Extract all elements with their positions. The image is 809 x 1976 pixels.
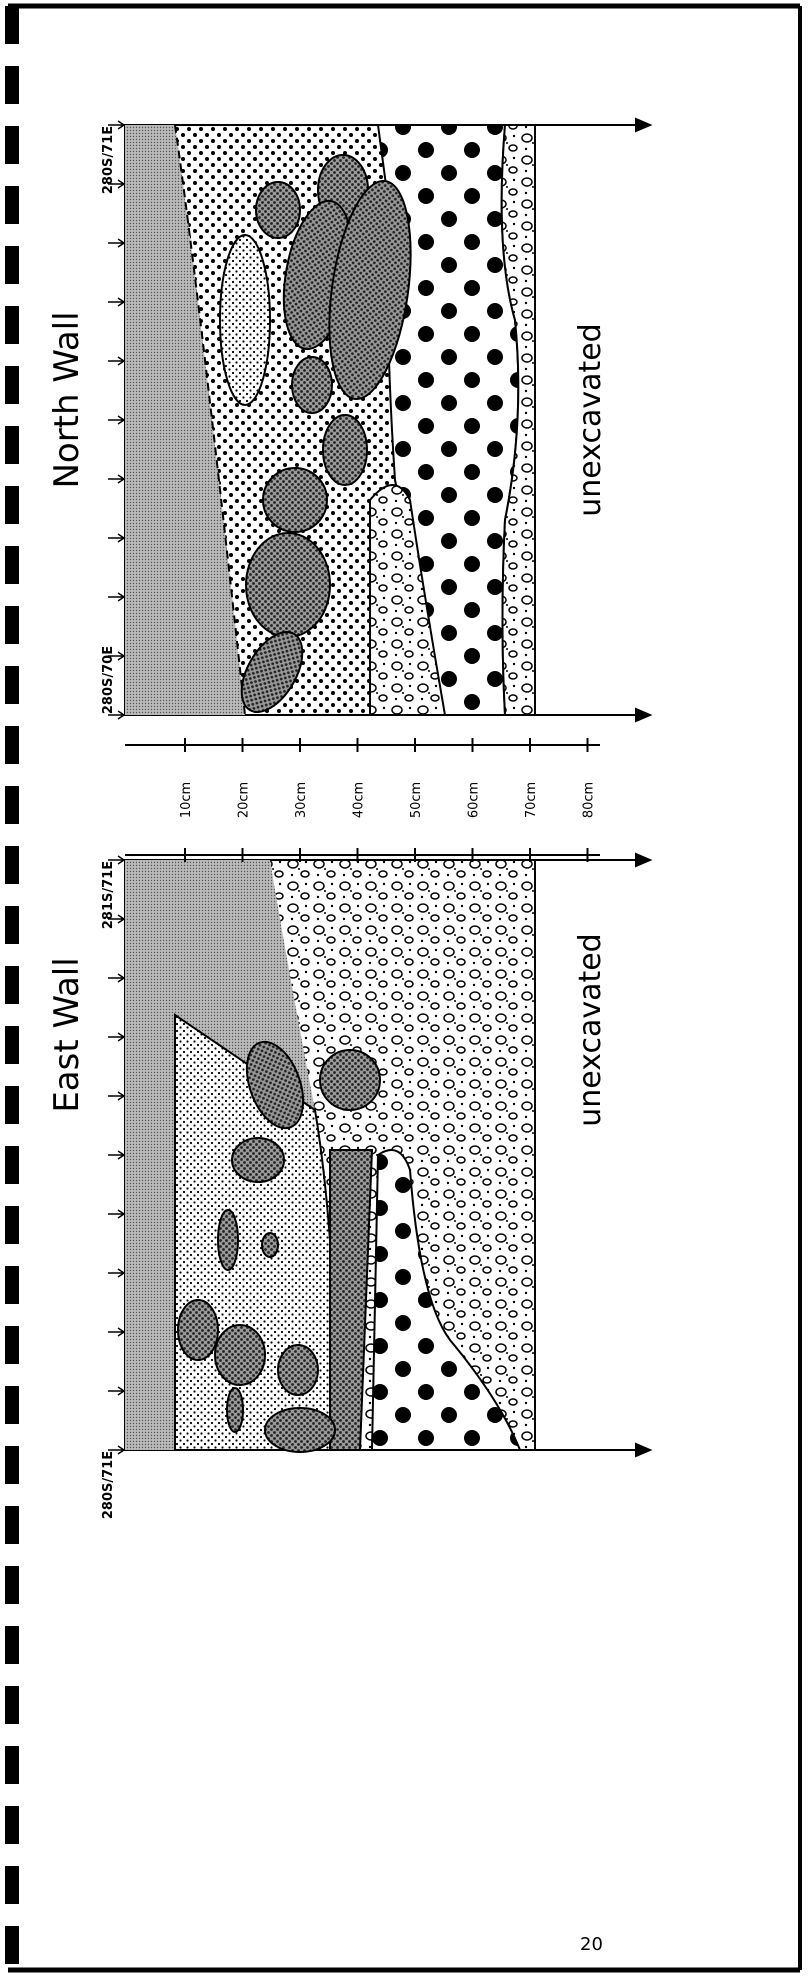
- stake-arrow: [108, 592, 126, 602]
- station-label: 280S/71E: [101, 126, 116, 194]
- stake-arrow: [108, 1150, 126, 1160]
- labels: North Wall East Wall unexcavated unexcav…: [47, 126, 608, 1955]
- stake-arrow: [108, 710, 126, 720]
- depth-label: 70cm: [524, 782, 539, 818]
- depth-label: 10cm: [179, 782, 194, 818]
- panel-title: North Wall: [47, 311, 87, 488]
- depth-label: 30cm: [294, 782, 309, 818]
- stake-arrow: [108, 415, 126, 425]
- stake-arrow: [108, 1032, 126, 1042]
- stake-arrow: [108, 914, 126, 924]
- east-profile: [124, 859, 536, 1453]
- unexcavated-note: unexcavated: [573, 933, 608, 1126]
- stake-arrow: [108, 120, 126, 130]
- station-label: 280S/71E: [101, 1451, 116, 1519]
- stake-arrow: [108, 474, 126, 484]
- page-border: [5, 3, 802, 1973]
- stake-arrow: [108, 1268, 126, 1278]
- depth-scale: 10cm 20cm 30cm 40cm 50cm 60cm 70cm 80cm: [179, 782, 597, 818]
- stake-arrow: [108, 533, 126, 543]
- depth-label: 20cm: [237, 782, 252, 818]
- panel-title: East Wall: [47, 957, 87, 1112]
- stake-arrow: [108, 356, 126, 366]
- stake-markers: [108, 120, 126, 1455]
- stake-arrow: [108, 1327, 126, 1337]
- stake-arrow: [108, 297, 126, 307]
- stake-arrow: [108, 855, 126, 865]
- depth-label: 40cm: [352, 782, 367, 818]
- depth-label: 60cm: [467, 782, 482, 818]
- stake-arrow: [108, 973, 126, 983]
- depth-label: 50cm: [409, 782, 424, 818]
- station-label: 281S/71E: [101, 861, 116, 929]
- stake-arrow: [108, 1445, 126, 1455]
- stake-arrow: [108, 238, 126, 248]
- unexcavated-note: unexcavated: [573, 323, 608, 516]
- north-profile: [124, 124, 536, 716]
- datum-lines: [125, 117, 653, 1458]
- station-label: 280S/70E: [101, 646, 116, 714]
- depth-label: 80cm: [582, 782, 597, 818]
- stake-arrow: [108, 179, 126, 189]
- scale-ticks: [184, 738, 589, 862]
- page-number: 20: [580, 1934, 603, 1955]
- stake-arrow: [108, 1386, 126, 1396]
- stake-arrow: [108, 651, 126, 661]
- stake-arrow: [108, 1209, 126, 1219]
- stake-arrow: [108, 1091, 126, 1101]
